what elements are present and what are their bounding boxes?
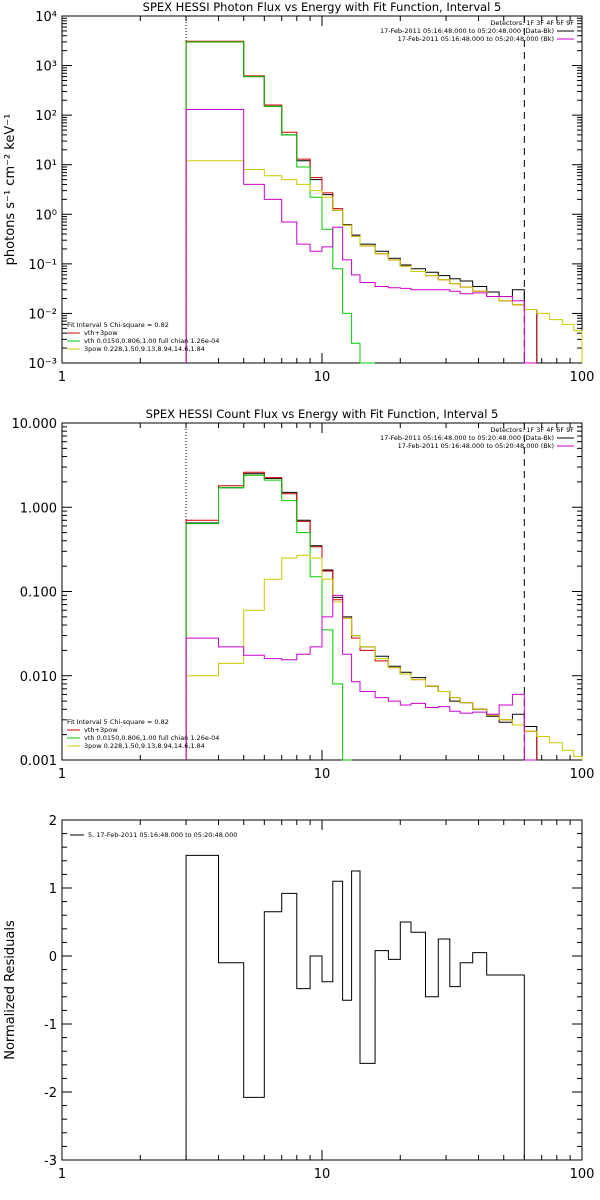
legend-top-right-text: 17-Feb-2011 05:16:48.000 to 05:20:48.000… (380, 27, 554, 35)
x-tick-label: 10 (314, 370, 331, 385)
series-0-histogram (185, 473, 538, 760)
plot-frame (61, 819, 583, 1161)
y-tick-label: 10.000 (12, 417, 58, 432)
y-tick-label: 10³ (35, 60, 57, 75)
x-tick-label: 1 (58, 1167, 66, 1182)
y-tick-label: 10² (35, 109, 57, 124)
count-flux-panel: SPEX HESSI Count Flux vs Energy with Fit… (12, 407, 595, 782)
residuals-panel: 1 10 100 -3 -2 -1 0 1 2 Normalized Residuals 5, 17… (3, 814, 594, 1182)
y-tick-label: 0 (49, 950, 57, 965)
y-tick-label: -3 (44, 1154, 57, 1169)
x-tick-label: 100 (570, 370, 595, 385)
legend-top-right-text: 17-Feb-2011 05:16:48.000 to 05:20:48.000… (398, 442, 554, 450)
chart-title: SPEX HESSI Count Flux vs Energy with Fit… (146, 407, 499, 421)
series-0-histogram (185, 854, 525, 1160)
y-tick-label: 0.100 (20, 586, 57, 601)
y-tick-label: -2 (44, 1086, 57, 1101)
legend-bottom-left-text: Fit Interval 5 Chi-square = 0.82 (67, 718, 169, 726)
photon-flux-panel: SPEX HESSI Photon Flux vs Energy with Fi… (3, 0, 594, 385)
y-tick-label: 2 (49, 814, 57, 829)
y-tick-label: 1.000 (20, 501, 57, 516)
legend-bottom-left-text: 3pow 0.228,1.50,9.13,8.94,14.6,1.84 (84, 345, 205, 353)
legend-top-right-text: Detectors: 1F 3F 4F 6F 9F (490, 19, 574, 27)
series-4-histogram (185, 109, 537, 364)
series-1-histogram (185, 40, 538, 363)
y-tick-label: 10¹ (35, 159, 57, 174)
y-axis-label: Normalized Residuals (3, 920, 18, 1060)
chart-title: SPEX HESSI Photon Flux vs Energy with Fi… (143, 0, 502, 14)
legend-top-right-text: 17-Feb-2011 05:16:48.000 to 05:20:48.000… (380, 434, 554, 442)
series-1-histogram (185, 471, 538, 760)
legend-bottom-left-text: vth+3pow (84, 726, 118, 734)
legend-top-right-text: Detectors: 1F 3F 4F 6F 9F (490, 426, 574, 434)
y-tick-label: 10⁻² (28, 307, 57, 322)
y-axis-label: photons s⁻¹ cm⁻² keV⁻¹ (3, 114, 18, 266)
x-tick-label: 100 (570, 767, 595, 782)
legend-top-right-text: 17-Feb-2011 05:16:48.000 to 05:20:48.000… (398, 35, 554, 43)
x-tick-label: 100 (570, 1167, 595, 1182)
y-tick-label: 0.001 (20, 754, 57, 769)
series-4-histogram (185, 594, 537, 761)
series-3-histogram (185, 554, 583, 760)
series-2-histogram (185, 41, 376, 364)
series-3-histogram (185, 160, 583, 363)
series-0-histogram (185, 41, 538, 363)
x-tick-label: 1 (58, 370, 66, 385)
x-tick-label: 10 (314, 1167, 331, 1182)
legend-top-left-text: 5, 17-Feb-2011 05:16:48.000 to 05:20:48.… (88, 831, 237, 839)
x-tick-label: 1 (58, 767, 66, 782)
y-tick-label: 10⁴ (35, 10, 57, 25)
y-tick-label: 10⁰ (35, 208, 57, 223)
legend-bottom-left-text: vth 0.0150,0.806,1.00 full chian 1.26e-0… (84, 337, 219, 345)
legend-bottom-left-text: vth+3pow (84, 329, 118, 337)
y-tick-label: 1 (49, 882, 57, 897)
legend-bottom-left-text: Fit Interval 5 Chi-square = 0.82 (67, 321, 169, 329)
y-tick-label: 10⁻³ (28, 357, 57, 372)
y-tick-label: 10⁻¹ (28, 258, 57, 273)
series-2-histogram (185, 474, 352, 761)
legend-bottom-left-text: 3pow 0.228,1.50,9.13,8.94,14.6,1.84 (84, 742, 205, 750)
legend-bottom-left-text: vth 0.0150,0.806,1.00 full chian 1.26e-0… (84, 734, 219, 742)
y-tick-label: 0.010 (20, 670, 57, 685)
y-tick-label: -1 (44, 1018, 57, 1033)
x-tick-label: 10 (314, 767, 331, 782)
